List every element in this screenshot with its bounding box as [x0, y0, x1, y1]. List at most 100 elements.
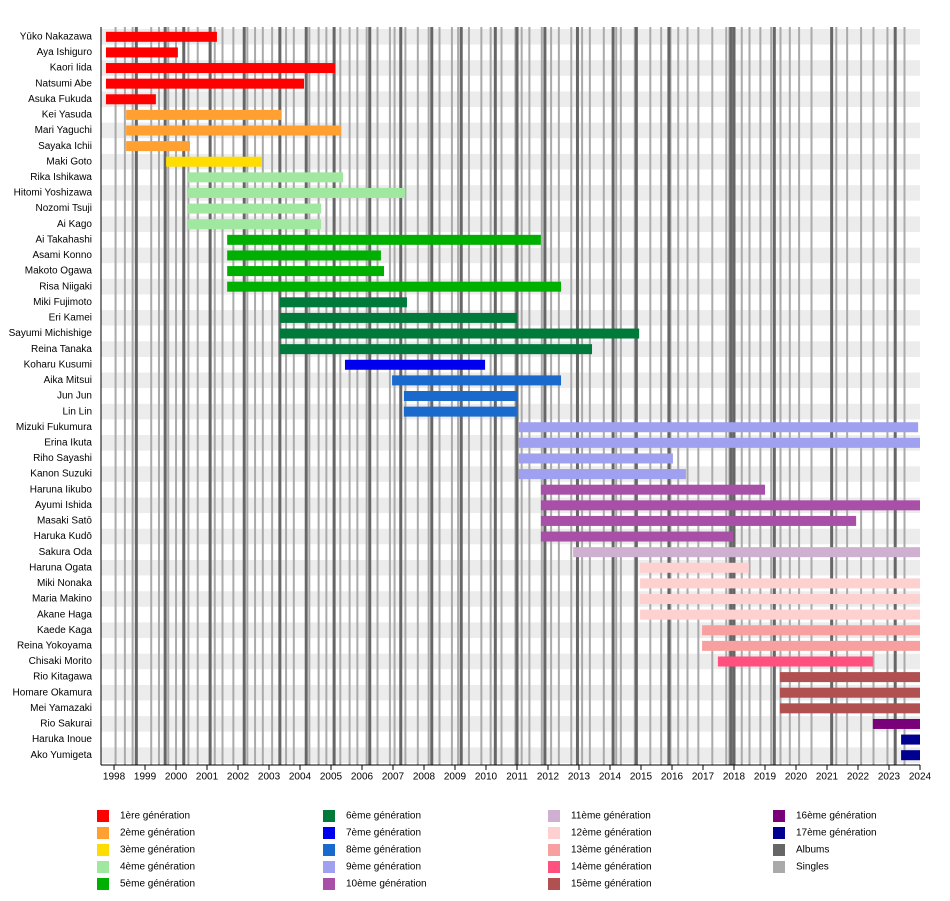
- x-tick-label: 2021: [816, 772, 839, 783]
- member-name: Aya Ishiguro: [37, 47, 93, 58]
- x-tick-label: 2000: [165, 772, 188, 783]
- legend-label: 14ème génération: [571, 862, 652, 873]
- row-stripe: [101, 716, 920, 732]
- member-name: Rio Kitagawa: [33, 672, 92, 683]
- member-name: Asuka Fukuda: [28, 94, 92, 105]
- x-tick-label: 2004: [289, 772, 312, 783]
- legend-label: 4ème génération: [120, 862, 195, 873]
- member-bar: [403, 391, 518, 401]
- row-stripe: [101, 29, 920, 45]
- member-name: Akane Haga: [37, 609, 92, 620]
- legend-label: 6ème génération: [346, 811, 421, 822]
- legend-label: 3ème génération: [120, 845, 195, 856]
- member-bar: [105, 78, 305, 89]
- legend-swatch: [548, 810, 560, 822]
- x-tick-label: 2013: [568, 772, 591, 783]
- member-name: Kei Yasuda: [42, 110, 93, 121]
- x-tick-label: 2006: [351, 772, 374, 783]
- member-name: Riho Sayashi: [33, 453, 92, 464]
- member-name: Homare Okamura: [13, 687, 93, 698]
- member-bar: [640, 609, 920, 620]
- member-name: Haruna Iikubo: [30, 484, 93, 495]
- member-name: Natsumi Abe: [35, 78, 92, 89]
- legend-label: 17ème génération: [796, 828, 877, 839]
- legend-swatch: [97, 844, 109, 856]
- legend-swatch: [773, 861, 785, 873]
- member-bar: [279, 328, 640, 339]
- x-tick-label: 2011: [506, 772, 528, 783]
- x-tick-label: 1999: [134, 772, 157, 783]
- member-bar: [901, 750, 920, 761]
- legend-swatch: [323, 844, 335, 856]
- legend-swatch: [97, 810, 109, 822]
- member-bar: [540, 515, 857, 526]
- legend-swatch: [773, 844, 785, 856]
- member-name: Mari Yaguchi: [35, 125, 92, 136]
- member-bar: [279, 297, 407, 308]
- member-bar: [344, 359, 486, 370]
- row-stripe: [101, 91, 920, 108]
- member-name: Masaki Satō: [37, 516, 92, 527]
- x-tick-label: 1998: [103, 772, 126, 783]
- member-name: Lin Lin: [63, 406, 92, 417]
- member-name: Reina Tanaka: [31, 344, 92, 355]
- x-tick-label: 2014: [599, 772, 622, 783]
- member-bar: [105, 31, 217, 42]
- x-tick-label: 2018: [723, 772, 746, 783]
- member-name: Risa Niigaki: [39, 281, 92, 292]
- member-name: Kanon Suzuki: [30, 469, 92, 480]
- member-bar: [403, 406, 518, 417]
- row-stripe: [101, 138, 920, 154]
- member-name: Miki Fujimoto: [33, 297, 92, 308]
- member-bar: [188, 203, 322, 214]
- x-tick-label: 2002: [227, 772, 250, 783]
- member-name: Ai Kago: [57, 219, 92, 230]
- member-name: Eri Kamei: [49, 313, 92, 324]
- row-stripe: [101, 450, 920, 467]
- legend-swatch: [97, 861, 109, 873]
- member-bar: [279, 312, 518, 323]
- member-name: Maki Goto: [46, 156, 92, 167]
- member-bar: [227, 250, 381, 261]
- member-name: Maria Makino: [32, 594, 92, 605]
- member-name: Haruka Kudō: [34, 531, 93, 542]
- member-bar: [779, 703, 920, 714]
- x-tick-label: 2016: [661, 772, 684, 783]
- member-name: Sayumi Michishige: [9, 328, 93, 339]
- x-tick-label: 2012: [537, 772, 560, 783]
- member-bar: [166, 156, 262, 167]
- member-bar: [105, 47, 178, 58]
- member-bar: [188, 187, 406, 198]
- x-tick-label: 2005: [320, 772, 343, 783]
- x-tick-label: 2009: [444, 772, 467, 783]
- member-bar: [188, 172, 344, 183]
- member-bar: [518, 422, 919, 433]
- x-tick-label: 2003: [258, 772, 281, 783]
- legend-swatch: [773, 827, 785, 839]
- member-bar: [540, 484, 766, 495]
- x-tick-label: 2023: [878, 772, 901, 783]
- legend-label: 15ème génération: [571, 879, 652, 890]
- member-bar: [779, 672, 920, 683]
- x-tick-label: 2010: [475, 772, 498, 783]
- member-bar: [392, 375, 562, 386]
- member-name: Chisaki Morito: [29, 656, 93, 667]
- member-bar: [717, 656, 873, 667]
- member-bar: [573, 547, 920, 558]
- member-name: Erina Ikuta: [44, 437, 92, 448]
- member-bar: [105, 63, 336, 74]
- member-bar: [702, 640, 920, 651]
- legend-swatch: [548, 827, 560, 839]
- legend-label: 1ère génération: [120, 811, 190, 822]
- member-name: Ako Yumigeta: [30, 750, 92, 761]
- member-name: Haruna Ogata: [29, 562, 92, 573]
- legend-label: 9ème génération: [346, 862, 421, 873]
- row-stripe: [101, 44, 920, 61]
- member-name: Rio Sakurai: [40, 719, 92, 730]
- member-bar: [126, 141, 190, 152]
- x-tick-label: 2017: [692, 772, 715, 783]
- legend-swatch: [548, 844, 560, 856]
- member-bar: [640, 594, 920, 605]
- row-stripe: [101, 559, 920, 576]
- member-bar: [872, 718, 920, 729]
